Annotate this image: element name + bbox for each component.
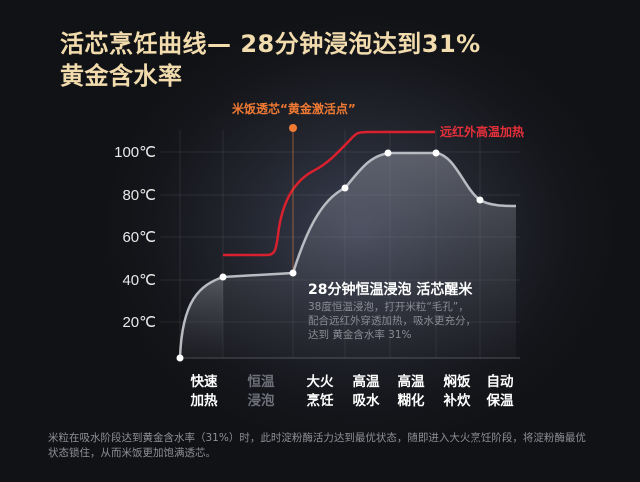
soak-description: 38度恒温浸泡，打开米粒“毛孔”， 配合远红外穿透加热，吸水更充分， 达到 黄金… [308,301,476,341]
stage-simmer: 焖饭 补炊 [443,374,471,409]
stage-fast-heat: 快速 加热 [190,374,218,409]
stage-keep-warm: 自动 保温 [486,374,514,409]
page-title: 活芯烹饪曲线— 28分钟浸泡达到31% 黄金含水率 [60,28,481,92]
soak-title: 28分钟恒温浸泡 活芯醒米 [308,282,473,298]
y-tick-40: 40℃ [122,272,156,289]
far-infrared-label: 远红外高温加热 [440,125,525,139]
title-line-1: 活芯烹饪曲线— 28分钟浸泡达到31% [60,30,481,58]
stage-soak: 恒温 浸泡 [247,374,275,409]
title-line-2: 黄金含水率 [60,62,183,90]
y-tick-100: 100℃ [114,144,156,161]
curve-points [176,149,484,362]
stage-gelatinize: 高温 糊化 [397,374,425,409]
y-tick-80: 80℃ [122,187,156,204]
footer-note: 米粒在吸水阶段达到黄金含水率（31%）时，此时淀粉酶活力达到最优状态，随即进入大… [48,432,586,459]
y-tick-60: 60℃ [122,229,156,246]
activation-point-label: 米饭透芯“黄金激活点” [232,102,356,116]
temperature-area [180,153,516,358]
far-infrared-curve [223,130,435,257]
activation-point-marker [289,124,297,132]
y-tick-20: 20℃ [122,314,156,331]
stage-high-fire: 大火 烹饪 [306,374,334,409]
stage-high-absorb: 高温 吸水 [352,374,380,409]
